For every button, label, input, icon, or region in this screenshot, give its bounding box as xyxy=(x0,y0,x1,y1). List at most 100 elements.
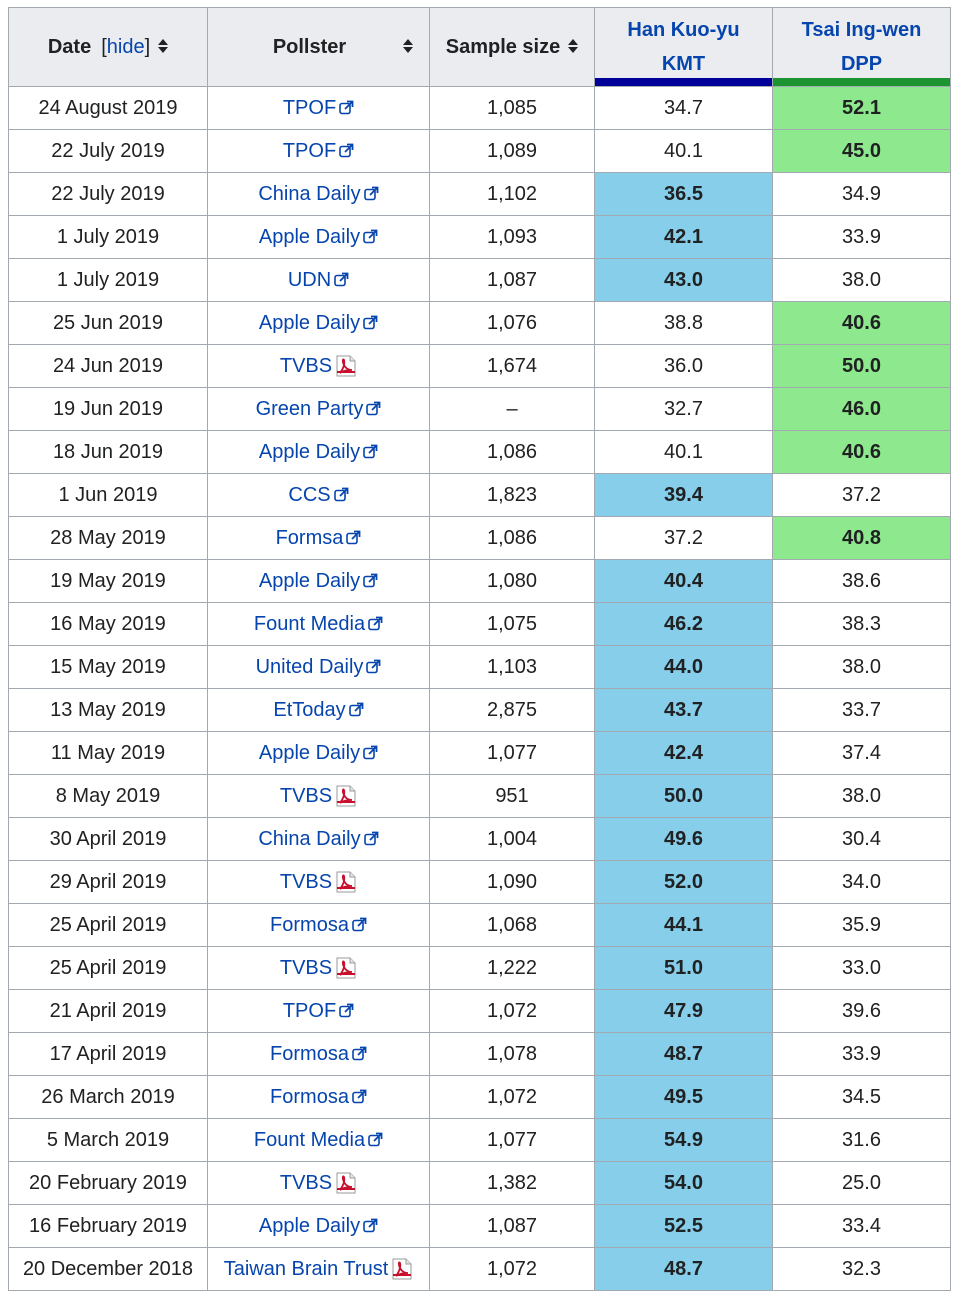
hide-toggle[interactable]: [hide] xyxy=(101,36,150,58)
table-row: 18 Jun 2019 Apple Daily 1,086 40.1 40.6 xyxy=(8,430,951,474)
external-link-icon[interactable] xyxy=(366,659,381,674)
pollster-link[interactable]: TVBS xyxy=(279,870,333,893)
pollster-link[interactable]: TVBS xyxy=(279,784,333,807)
external-link-icon[interactable] xyxy=(352,1089,367,1104)
candidate-tsai-party[interactable]: DPP xyxy=(840,53,883,75)
external-link-icon[interactable] xyxy=(334,272,349,287)
external-link-icon[interactable] xyxy=(339,143,354,158)
external-link-icon[interactable] xyxy=(352,917,367,932)
pollster-cell: Green Party xyxy=(207,387,430,431)
external-link-icon[interactable] xyxy=(368,1132,383,1147)
han-percentage: 32.7 xyxy=(594,387,773,431)
sample-size-header[interactable]: Sample size xyxy=(429,7,595,87)
pollster-link[interactable]: Apple Daily xyxy=(258,440,361,463)
pollster-link[interactable]: Green Party xyxy=(255,397,364,420)
pollster-cell: Fount Media xyxy=(207,1118,430,1162)
pollster-cell: China Daily xyxy=(207,817,430,861)
han-percentage: 52.5 xyxy=(594,1204,773,1248)
sort-icon[interactable] xyxy=(568,39,579,54)
external-link-icon[interactable] xyxy=(368,616,383,631)
pollster-link[interactable]: Taiwan Brain Trust xyxy=(223,1257,389,1280)
pdf-icon[interactable] xyxy=(335,871,357,893)
pollster-link[interactable]: Formsa xyxy=(275,526,344,549)
external-link-icon[interactable] xyxy=(352,1046,367,1061)
candidate-han-name[interactable]: Han Kuo-yu xyxy=(627,19,740,41)
pollster-link[interactable]: China Daily xyxy=(258,827,361,850)
pollster-link[interactable]: Formosa xyxy=(270,1042,349,1065)
pollster-link[interactable]: Fount Media xyxy=(253,1128,366,1151)
pollster-link[interactable]: United Daily xyxy=(255,655,364,678)
pollster-header[interactable]: Pollster xyxy=(207,7,430,87)
tsai-percentage: 34.0 xyxy=(772,860,951,904)
table-row: 24 August 2019 TPOF 1,085 34.7 52.1 xyxy=(8,86,951,130)
pollster-cell: United Daily xyxy=(207,645,430,689)
sort-icon[interactable] xyxy=(158,39,169,54)
external-link-icon[interactable] xyxy=(363,186,379,201)
sample-size: 1,090 xyxy=(429,860,595,904)
han-percentage: 44.0 xyxy=(594,645,773,689)
table-row: 22 July 2019 TPOF 1,089 40.1 45.0 xyxy=(8,129,951,173)
table-row: 1 Jun 2019 CCS 1,823 39.4 37.2 xyxy=(8,473,951,517)
pdf-icon[interactable] xyxy=(391,1258,413,1280)
sort-icon[interactable] xyxy=(402,39,413,54)
external-link-icon[interactable] xyxy=(339,100,354,115)
external-link-icon[interactable] xyxy=(363,745,378,760)
sample-size: 1,382 xyxy=(429,1161,595,1205)
pollster-link[interactable]: UDN xyxy=(287,268,332,291)
candidate-han-party[interactable]: KMT xyxy=(661,53,706,75)
external-link-icon[interactable] xyxy=(333,487,349,502)
pollster-header-label: Pollster xyxy=(272,35,347,58)
pollster-link[interactable]: Apple Daily xyxy=(258,225,361,248)
pdf-icon[interactable] xyxy=(335,355,357,377)
candidate-tsai-header: Tsai Ing-wen DPP xyxy=(772,7,951,87)
external-link-icon[interactable] xyxy=(363,831,379,846)
pollster-link[interactable]: Fount Media xyxy=(253,612,366,635)
pollster-link[interactable]: TPOF xyxy=(282,96,337,119)
poll-date: 13 May 2019 xyxy=(8,688,208,732)
pollster-link[interactable]: Formosa xyxy=(270,913,349,936)
external-link-icon[interactable] xyxy=(346,530,361,545)
external-link-icon[interactable] xyxy=(363,573,378,588)
candidate-tsai-name[interactable]: Tsai Ing-wen xyxy=(801,19,922,41)
hide-link[interactable]: hide xyxy=(106,35,145,58)
external-link-icon[interactable] xyxy=(348,702,364,717)
pollster-link[interactable]: Formosa xyxy=(270,1085,349,1108)
external-link-icon[interactable] xyxy=(363,229,378,244)
pollster-link[interactable]: Apple Daily xyxy=(258,1214,361,1237)
pollster-link[interactable]: Apple Daily xyxy=(258,311,361,334)
date-header[interactable]: Date [hide] xyxy=(8,7,208,87)
poll-date: 28 May 2019 xyxy=(8,516,208,560)
poll-date: 26 March 2019 xyxy=(8,1075,208,1119)
external-link-icon[interactable] xyxy=(363,1218,378,1233)
pollster-link[interactable]: EtToday xyxy=(273,698,346,721)
tsai-percentage: 35.9 xyxy=(772,903,951,947)
dpp-color-bar xyxy=(773,78,950,86)
pollster-link[interactable]: Apple Daily xyxy=(258,741,361,764)
han-percentage: 54.9 xyxy=(594,1118,773,1162)
pollster-link[interactable]: TVBS xyxy=(279,956,333,979)
table-row: 8 May 2019 TVBS 951 50.0 38.0 xyxy=(8,774,951,818)
date-header-label: Date xyxy=(47,35,92,58)
han-percentage: 39.4 xyxy=(594,473,773,517)
pollster-link[interactable]: Apple Daily xyxy=(258,569,361,592)
table-row: 16 February 2019 Apple Daily 1,087 52.5 33.4 xyxy=(8,1204,951,1248)
pdf-icon[interactable] xyxy=(335,957,357,979)
external-link-icon[interactable] xyxy=(363,315,378,330)
header-row: Date [hide] Pollster Sample size Han Kuo-… xyxy=(8,7,951,87)
sample-size: 1,072 xyxy=(429,1247,595,1291)
pdf-icon[interactable] xyxy=(335,1172,357,1194)
pollster-link[interactable]: TVBS xyxy=(279,354,333,377)
pollster-link[interactable]: TVBS xyxy=(279,1171,333,1194)
table-row: 13 May 2019 EtToday 2,875 43.7 33.7 xyxy=(8,688,951,732)
table-row: 20 February 2019 TVBS 1,382 54.0 25.0 xyxy=(8,1161,951,1205)
pollster-link[interactable]: TPOF xyxy=(282,139,337,162)
pollster-link[interactable]: China Daily xyxy=(258,182,361,205)
han-percentage: 37.2 xyxy=(594,516,773,560)
external-link-icon[interactable] xyxy=(366,401,381,416)
pollster-link[interactable]: CCS xyxy=(288,483,331,506)
pdf-icon[interactable] xyxy=(335,785,357,807)
external-link-icon[interactable] xyxy=(363,444,378,459)
pollster-link[interactable]: TPOF xyxy=(282,999,337,1022)
sample-size: 2,875 xyxy=(429,688,595,732)
external-link-icon[interactable] xyxy=(339,1003,354,1018)
